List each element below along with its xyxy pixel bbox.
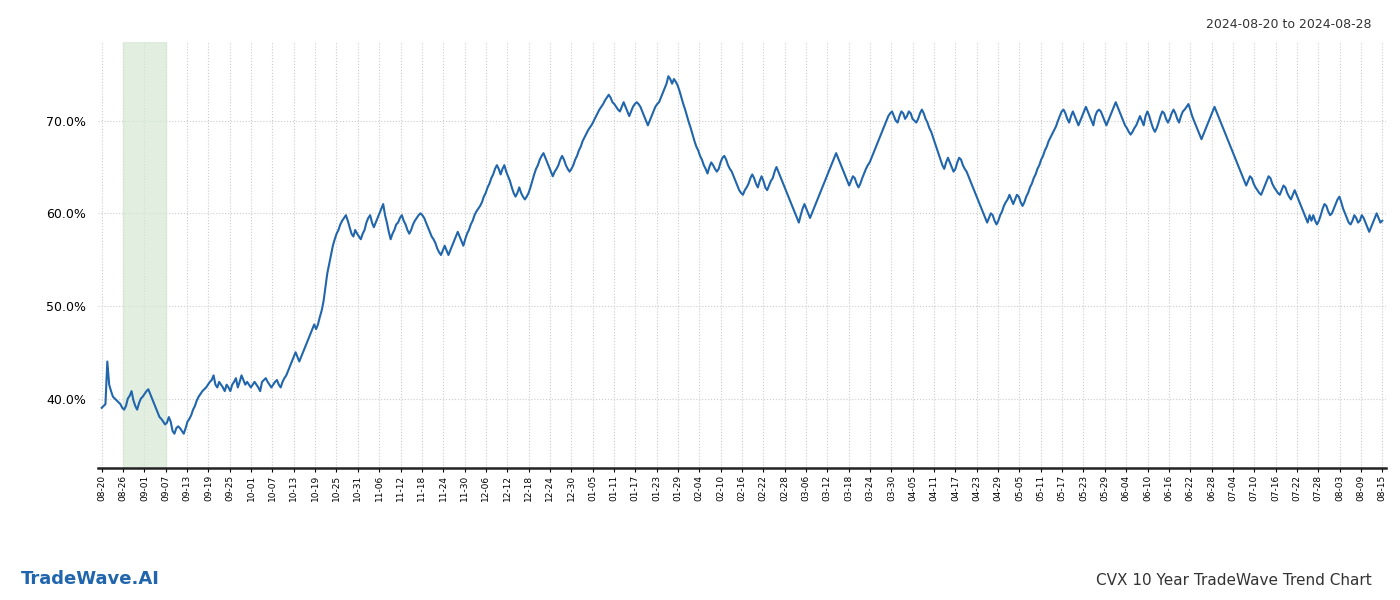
Bar [123, 42, 165, 468]
Text: 2024-08-20 to 2024-08-28: 2024-08-20 to 2024-08-28 [1207, 18, 1372, 31]
Text: CVX 10 Year TradeWave Trend Chart: CVX 10 Year TradeWave Trend Chart [1096, 573, 1372, 588]
Text: TradeWave.AI: TradeWave.AI [21, 570, 160, 588]
